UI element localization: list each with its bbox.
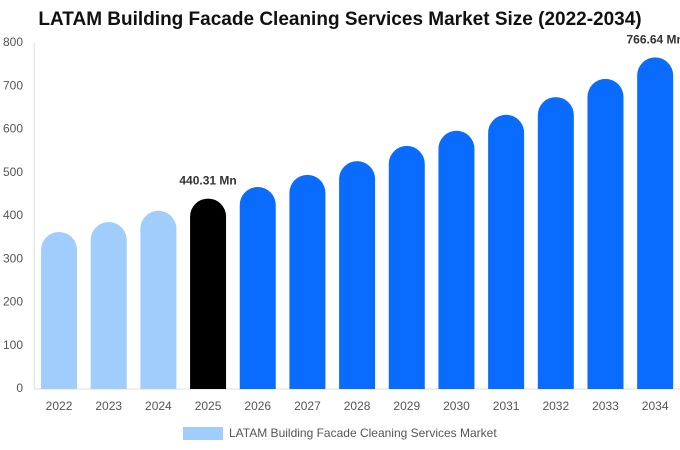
bar — [537, 97, 574, 389]
bar — [41, 232, 78, 389]
bar — [339, 161, 376, 389]
y-tick-label: 200 — [3, 295, 23, 309]
legend-label: LATAM Building Facade Cleaning Services … — [229, 426, 497, 440]
x-tick-label: 2029 — [393, 399, 420, 413]
y-tick-label: 700 — [3, 78, 23, 92]
data-label: 440.31 Mn — [179, 174, 236, 188]
x-tick-label: 2025 — [195, 399, 222, 413]
x-tick-label: 2031 — [493, 399, 520, 413]
bar — [289, 174, 326, 389]
bar — [239, 187, 276, 389]
y-tick-label: 300 — [3, 251, 23, 265]
y-tick-label: 100 — [3, 338, 23, 352]
bar — [488, 114, 525, 389]
legend-swatch — [183, 427, 223, 440]
x-tick-label: 2024 — [145, 399, 172, 413]
bar — [388, 145, 425, 389]
x-tick-label: 2030 — [443, 399, 470, 413]
x-tick-label: 2023 — [95, 399, 122, 413]
bar — [587, 78, 624, 390]
x-tick-label: 2022 — [46, 399, 73, 413]
bar — [190, 198, 227, 389]
bar — [90, 222, 127, 389]
bar — [637, 57, 674, 390]
x-tick-label: 2028 — [344, 399, 371, 413]
y-tick-label: 500 — [3, 165, 23, 179]
y-tick-label: 600 — [3, 122, 23, 136]
chart-title: LATAM Building Facade Cleaning Services … — [38, 9, 641, 30]
x-tick-label: 2027 — [294, 399, 321, 413]
y-tick-label: 400 — [3, 208, 23, 222]
y-tick-label: 800 — [3, 35, 23, 49]
x-tick-label: 2032 — [542, 399, 569, 413]
data-label: 766.64 Mn — [626, 33, 680, 47]
bar — [140, 210, 177, 389]
bar — [438, 130, 475, 390]
x-tick-label: 2026 — [244, 399, 271, 413]
x-tick-label: 2034 — [642, 399, 669, 413]
x-tick-label: 2033 — [592, 399, 619, 413]
y-tick-label: 0 — [16, 381, 23, 395]
